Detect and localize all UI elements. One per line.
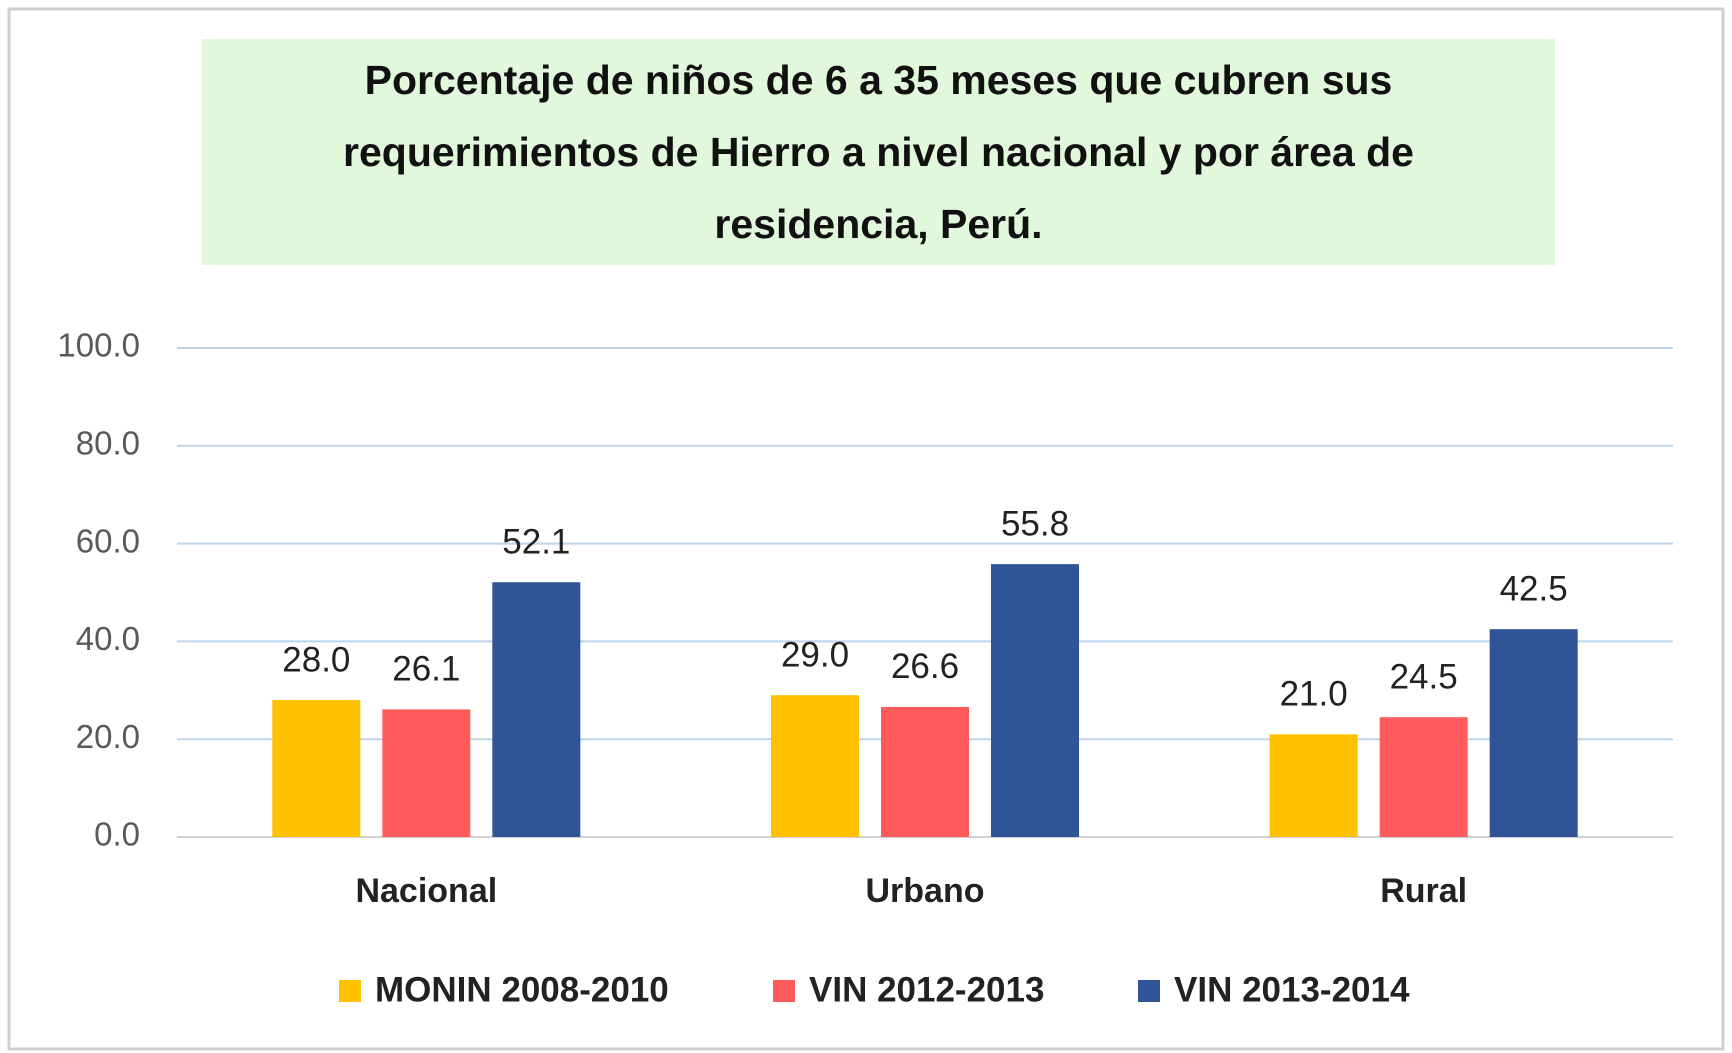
data-label: 26.6: [891, 647, 959, 686]
data-label: 52.1: [502, 522, 570, 561]
data-label: 28.0: [282, 640, 350, 679]
legend-label: VIN 2012-2013: [809, 970, 1044, 1009]
x-tick-label: Urbano: [866, 872, 985, 910]
chart-title: Porcentaje de niños de 6 a 35 meses que …: [202, 39, 1555, 265]
data-label: 55.8: [1001, 504, 1069, 543]
bar: [1269, 734, 1358, 837]
bar: [272, 700, 361, 837]
bar: [771, 695, 859, 837]
legend-swatch: [339, 980, 361, 1002]
y-tick-label: 100.0: [57, 327, 140, 364]
bar: [881, 706, 969, 837]
chart-border: [7, 7, 1725, 1051]
bar: [1379, 717, 1468, 837]
y-tick-label: 40.0: [76, 620, 140, 657]
legend-label: VIN 2013-2014: [1174, 970, 1410, 1009]
data-label: 21.0: [1280, 675, 1348, 714]
x-tick-label: Nacional: [355, 872, 497, 910]
data-label: 29.0: [781, 635, 849, 674]
legend-swatch: [1138, 980, 1160, 1002]
data-label: 24.5: [1390, 657, 1458, 696]
data-label: 26.1: [392, 650, 460, 689]
data-label: 42.5: [1500, 569, 1568, 608]
bar: [991, 564, 1079, 837]
legend-swatch: [773, 980, 795, 1002]
y-tick-label: 80.0: [76, 425, 140, 462]
y-tick-label: 60.0: [76, 522, 140, 559]
legend-label: MONIN 2008-2010: [375, 970, 669, 1009]
bar: [492, 582, 581, 837]
bar: [382, 709, 471, 837]
y-tick-label: 20.0: [76, 718, 140, 755]
y-tick-label: 0.0: [94, 816, 140, 853]
bar: [1489, 629, 1578, 837]
x-tick-label: Rural: [1380, 872, 1467, 910]
